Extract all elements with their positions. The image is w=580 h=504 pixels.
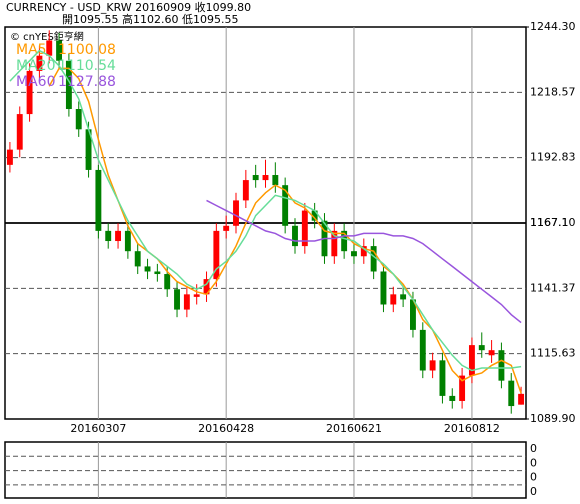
ma-line — [48, 67, 522, 394]
y-tick-label: 1244.30 — [530, 20, 576, 33]
candle-body — [233, 200, 239, 226]
candle-body — [134, 251, 141, 267]
chart-title: CURRENCY - USD_KRW 20160909 收1099.80 — [6, 0, 251, 14]
candle-body — [429, 360, 436, 371]
volume-tick-label: 0 — [530, 485, 537, 498]
x-tick-label: 20160812 — [444, 422, 500, 435]
candle-body — [292, 225, 298, 247]
ma-line — [206, 199, 522, 324]
candle-body — [203, 279, 210, 295]
candle-body — [301, 210, 308, 247]
volume-frame — [4, 441, 527, 499]
y-tick-label: 1089.90 — [530, 412, 576, 425]
candle-body — [56, 40, 63, 61]
candle-body — [242, 180, 249, 201]
candle-body — [410, 299, 416, 330]
candle-body — [449, 395, 456, 401]
candle-body — [488, 350, 495, 356]
x-tick-label: 20160428 — [198, 422, 254, 435]
candle-body — [331, 230, 338, 257]
candle-body — [154, 271, 161, 275]
legend-value: 1110.54 — [58, 58, 116, 74]
candle-body — [262, 175, 269, 181]
candle-body — [75, 109, 82, 130]
candle-body — [164, 274, 171, 290]
candle-body — [380, 271, 387, 305]
candle-body — [419, 329, 426, 371]
y-tick-label: 1167.10 — [530, 216, 576, 229]
candle-body — [311, 210, 318, 221]
candle-body — [459, 375, 466, 401]
legend-name: MA5 — [16, 42, 47, 58]
candle-body — [183, 294, 190, 310]
ma-line — [9, 49, 522, 372]
candle-body — [351, 251, 357, 257]
chart-subtitle: 開1095.55 高1102.60 低1095.55 — [62, 12, 238, 26]
candle-body — [370, 246, 377, 272]
volume-tick-label: 0 — [530, 442, 537, 455]
candle-body — [36, 55, 43, 71]
y-tick-label: 1115.63 — [530, 347, 576, 360]
candle-body — [478, 345, 485, 351]
candle-body — [65, 60, 72, 110]
y-tick-label: 1167.1 — [530, 216, 569, 229]
legend-name: MA60 — [16, 74, 55, 90]
candle-body — [252, 175, 259, 181]
candle-body — [174, 289, 180, 310]
candle-body — [508, 380, 515, 407]
y-tick-label: 1192.83 — [530, 151, 576, 164]
x-tick-label: 20160307 — [70, 422, 126, 435]
candle-body — [498, 350, 505, 381]
candle-body — [16, 114, 23, 150]
volume-tick-label: 0 — [530, 471, 537, 484]
candle-body — [223, 225, 230, 231]
candle-body — [518, 393, 525, 405]
candle-body — [439, 360, 446, 396]
candle-body — [105, 230, 112, 242]
candle-body — [282, 185, 289, 226]
candle-body — [6, 149, 13, 165]
candle-body — [85, 129, 92, 170]
watermark: © cnYES鉅亨網 — [10, 30, 84, 43]
volume-tick-label: 0 — [530, 456, 537, 469]
x-tick-label: 20160621 — [326, 422, 382, 435]
candle-body — [124, 230, 131, 252]
y-tick-label: 1141.37 — [530, 281, 576, 294]
candle-body — [400, 294, 407, 300]
y-tick-label: 1218.57 — [530, 85, 576, 98]
legend-value: 1100.08 — [58, 42, 116, 58]
candle-body — [115, 230, 121, 242]
candle-body — [390, 294, 397, 305]
legend-value: 1127.88 — [58, 74, 116, 90]
candle-body — [213, 230, 220, 280]
candle-body — [95, 169, 102, 231]
legend-name: MA20 — [16, 58, 55, 74]
candle-body — [26, 70, 33, 115]
candle-body — [468, 345, 475, 376]
candle-body — [272, 175, 279, 186]
candle-body — [144, 266, 151, 272]
candle-body — [360, 246, 367, 257]
candle-body — [46, 40, 53, 56]
candle-body — [341, 230, 348, 252]
candle-body — [193, 294, 200, 297]
